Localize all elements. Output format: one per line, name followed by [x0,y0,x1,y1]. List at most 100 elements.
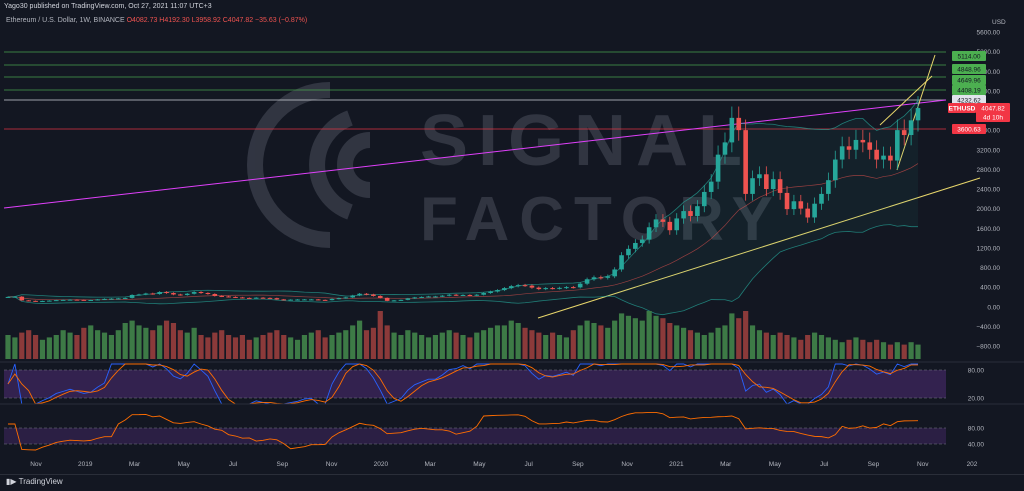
ohlc-values: O4082.73 H4192.30 L3958.92 C4047.82 −35.… [126,17,308,24]
candle-body [302,299,307,301]
volume-bar [853,337,859,359]
volume-bar [487,327,494,359]
candle-body [674,218,680,231]
x-tick-label: Sep [277,461,289,468]
volume-bar [301,335,308,359]
volume-bar [191,327,197,359]
price-tag-bg [952,124,986,134]
y-tick-label: 800.00 [980,265,1000,272]
volume-bar [874,339,880,359]
candle-body [653,219,659,228]
band-fill [8,100,918,315]
volume-bar [81,327,87,359]
candle-body [646,227,652,240]
volume-bar [736,318,742,359]
volume-bar [570,330,576,359]
candle-body [184,293,190,295]
candle-body [109,298,114,300]
volume-bar [253,337,259,359]
candle-body [708,181,714,192]
y-tick-label: 2400.00 [977,187,1001,194]
candle-body [240,297,245,299]
candle-body [178,294,183,296]
volume-bar [805,335,811,359]
volume-bar [170,323,177,359]
volume-bar [460,335,466,359]
volume-bar [515,323,521,359]
volume-bar [860,339,866,359]
candle-body [888,155,893,161]
y-tick-label: −800.00 [976,344,1000,351]
x-tick-label: Nov [621,461,633,468]
current-price: 4047.82 [981,106,1005,113]
candle-body [419,296,424,298]
volume-bar [481,330,487,359]
candle-body [626,248,631,256]
volume-bar [53,335,59,359]
volume-bar [749,325,756,359]
signal-logo-icon [247,82,371,248]
volume-bar [770,335,776,359]
time-axis[interactable]: Nov 2019 Mar May Jul Sep Nov 2020 Mar May Jul Sep No… [30,461,978,468]
volume-bar [143,327,149,359]
volume-bar [612,320,618,359]
candle-body [701,191,707,207]
candle-body [205,293,211,295]
volume-bar [95,330,101,359]
candle-body [60,299,66,301]
candle-body [453,294,459,296]
x-tick-label: Mar [720,461,732,468]
candle-body [522,285,528,287]
rsi-pane: 80.00 40.00 [0,361,1024,451]
volume-bar [122,323,128,359]
y-tick-label: 1600.00 [977,226,1001,233]
volume-bar [618,313,625,359]
volume-bar [694,332,700,359]
volume-bar [26,330,32,359]
candle-countdown: 4d 10h [983,115,1003,122]
volume-bar [556,335,563,359]
stoch-tick: 20.00 [968,396,985,403]
x-tick-label: 2019 [78,461,93,468]
volume-bar [412,332,418,359]
price-chart[interactable]: SIGNAL FACTORY 80.00 20.00 80.00 40.00 USD… [0,0,1024,474]
price-tag-bg [952,85,986,95]
price-tag: 4848.96 [957,67,981,74]
volume-bar [405,330,411,359]
x-tick-label: May [178,461,191,468]
symbol-tag: ETHUSD [949,106,976,113]
candle-body [81,299,87,301]
volume-bar [281,335,287,359]
stochastic-pane: 80.00 20.00 [0,363,1024,405]
volume-bar [646,311,652,359]
magenta-trendline [3,99,947,209]
volume-bar [398,335,404,359]
volume-bar [136,325,142,359]
candle-body [329,298,335,301]
price-axis[interactable]: USD5600.005200.004800.004400.004000.0036… [976,19,1006,351]
candle-body [102,298,107,300]
candle-body [88,299,94,301]
candle-body [233,296,238,298]
volume-bar [777,332,783,359]
candle-body [564,287,569,289]
published-caption: Yago30 published on TradingView.com, Oct… [4,3,212,10]
candle-body [695,206,700,216]
watermark: SIGNAL FACTORY [247,82,773,254]
candle-body [826,180,831,194]
candle-body [19,296,25,301]
candle-body [122,297,128,299]
stoch-band [4,370,946,398]
candle-body [681,211,686,219]
candle-body [577,283,583,288]
candle-body [150,293,156,295]
candle-body [336,298,342,300]
candle-body [136,294,142,296]
candle-body [605,276,611,278]
volume-bar [239,335,245,359]
volume-bar [915,344,921,359]
x-tick-label: Sep [868,461,880,468]
candle-body [212,293,218,296]
candle-body [219,295,225,297]
x-tick-label: 202 [967,461,978,468]
